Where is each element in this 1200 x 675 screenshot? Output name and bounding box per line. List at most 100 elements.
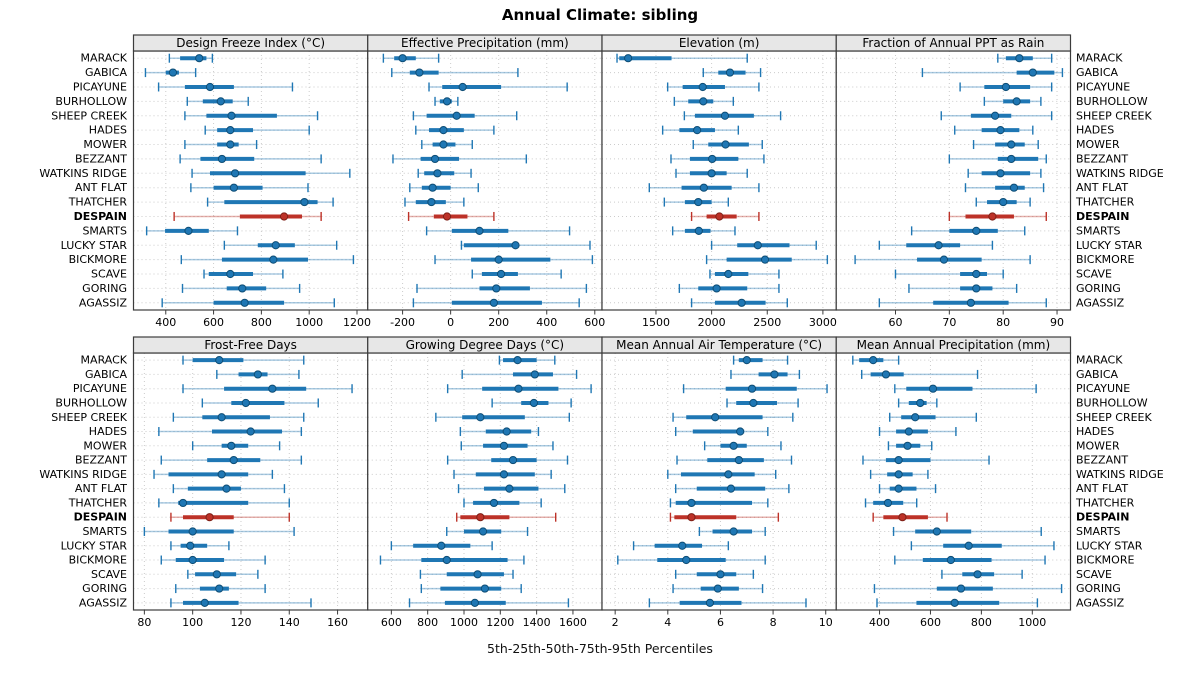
percentile-row-hades (415, 125, 495, 135)
panel-growing-degree-days: 600 800 1000 1200 1400 1600 Growing Degree Day… (367, 336, 603, 629)
median-dot (240, 298, 249, 307)
percentile-row-gabica (921, 68, 1064, 78)
percentile-row-bickmore (160, 555, 266, 565)
median-dot (300, 197, 309, 207)
site-label-left: MOWER (83, 138, 127, 151)
percentile-row-burhollow (491, 398, 572, 408)
x-tick-label: 400 (869, 616, 890, 629)
median-dot (911, 413, 920, 422)
percentile-row-mower (692, 140, 763, 150)
median-dot (499, 470, 509, 479)
median-dot (195, 54, 204, 63)
median-dot (475, 226, 484, 235)
site-label-right: DESPAIN (1076, 511, 1129, 524)
percentile-row-bezzant (670, 154, 765, 164)
median-dot (212, 570, 221, 579)
percentile-row-marack (732, 355, 789, 365)
percentile-row-thatcher (669, 498, 769, 508)
percentile-row-ant-flat (878, 484, 937, 494)
percentile-row-bezzant (862, 455, 990, 465)
median-dot (200, 598, 209, 607)
median-dot (1015, 54, 1024, 63)
percentile-row-scave (709, 269, 780, 279)
x-tick-label: 2 (612, 616, 619, 629)
median-dot (439, 126, 448, 135)
site-label-left: BICKMORE (69, 554, 127, 567)
median-dot (229, 183, 238, 192)
panel-effective-precipitation: -200 0 200 400 600 Effective Precipitation (m… (367, 34, 605, 329)
percentile-row-scave (419, 569, 514, 579)
median-dot (705, 598, 715, 607)
median-dot (184, 226, 193, 235)
site-label-right: GORING (1076, 582, 1121, 595)
median-dot (398, 54, 407, 63)
panel-title: Effective Precipitation (mm) (401, 36, 569, 50)
median-dot (437, 541, 446, 550)
median-dot (966, 298, 975, 307)
panel-frost-free-days: 80 100 120 140 160 Frost-Free Days (132, 336, 369, 629)
site-label-left: WATKINS RIDGE (39, 468, 127, 481)
site-label-left: ANT FLAT (75, 181, 127, 194)
median-dot (494, 255, 503, 264)
percentile-row-goring (175, 584, 266, 594)
site-label-right: BEZZANT (1076, 454, 1128, 467)
median-dot (442, 212, 452, 221)
x-tick-label: 3000 (809, 316, 837, 329)
percentile-row-scave (674, 569, 755, 579)
percentile-row-scave (187, 569, 259, 579)
percentile-row-despain (669, 512, 780, 522)
median-dot (996, 126, 1005, 135)
percentile-row-bickmore (180, 255, 355, 265)
median-dot (489, 498, 499, 508)
panel-title: Design Freeze Index (°C) (176, 36, 325, 50)
percentile-row-scave (203, 269, 284, 279)
median-dot (246, 427, 255, 436)
median-dot (529, 398, 539, 408)
percentile-row-goring (908, 283, 1018, 293)
percentile-row-ant-flat (457, 484, 566, 494)
panel-title: Fraction of Annual PPT as Rain (862, 36, 1044, 50)
site-label-right: ANT FLAT (1076, 482, 1128, 495)
median-dot (932, 527, 941, 536)
panel-bg (133, 353, 368, 610)
panel-title: Mean Annual Air Temperature (°C) (616, 338, 822, 352)
site-label-right: AGASSIZ (1076, 296, 1125, 309)
x-tick-label: 6 (717, 616, 724, 629)
x-tick-label: 160 (327, 616, 348, 629)
percentile-row-hades (954, 125, 1034, 135)
x-tick-label: 800 (251, 316, 272, 329)
percentile-row-hades (661, 125, 740, 135)
percentile-row-thatcher (206, 197, 334, 207)
median-dot (513, 356, 522, 365)
median-dot (217, 154, 227, 164)
median-dot (760, 255, 770, 264)
percentile-row-despain (948, 211, 1047, 221)
percentile-row-ant-flat (409, 183, 479, 193)
panel-elevation: 1500 2000 2500 3000 Elevation (m) (601, 34, 837, 329)
x-tick-label: 1000 (450, 616, 478, 629)
site-label-left: PICAYUNE (73, 80, 127, 93)
percentile-row-picayune (157, 82, 294, 92)
percentile-row-thatcher (463, 498, 542, 508)
site-label-right: BURHOLLOW (1076, 396, 1148, 409)
median-dot (894, 470, 903, 479)
percentile-row-despain (173, 211, 322, 221)
median-dot (476, 513, 485, 522)
percentile-row-burhollow (983, 96, 1042, 106)
percentile-row-despain (170, 512, 290, 522)
percentile-row-sheep-creek (184, 111, 319, 121)
median-dot (972, 284, 981, 293)
site-label-left: SHEEP CREEK (51, 411, 128, 424)
median-dot (999, 197, 1008, 207)
median-dot (749, 398, 758, 408)
site-label-left: SHEEP CREEK (51, 109, 128, 122)
median-dot (988, 212, 997, 221)
panel-fraction-ppt-rain: 60 70 80 90 Fraction of Annual PPT as Rain (835, 34, 1072, 329)
median-dot (708, 154, 717, 164)
axis-caption: 5th-25th-50th-75th-95th Percentiles (487, 641, 713, 656)
median-dot (442, 97, 452, 106)
median-dot (279, 212, 289, 221)
median-dot (747, 384, 757, 393)
site-label-left: MARACK (81, 52, 128, 65)
percentile-row-bickmore (894, 555, 1046, 565)
